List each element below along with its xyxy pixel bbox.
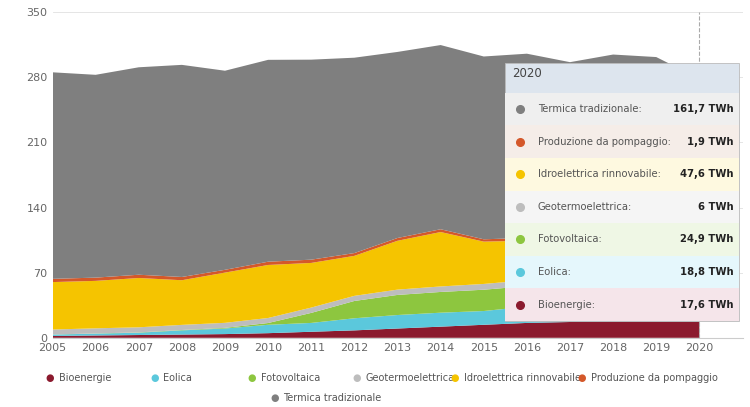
Text: ●: ● [450,373,458,383]
FancyBboxPatch shape [506,190,739,223]
Text: Geotermoelettrica: Geotermoelettrica [366,373,455,383]
Text: 161,7 TWh: 161,7 TWh [666,104,734,114]
Text: 24,9 TWh: 24,9 TWh [674,234,734,245]
FancyBboxPatch shape [506,125,739,158]
Text: Termica tradizionale: Termica tradizionale [284,393,382,403]
Text: Geotermoelettrica:: Geotermoelettrica: [538,202,632,212]
Text: Eolica: Eolica [164,373,192,383]
Text: Bioenergie: Bioenergie [58,373,111,383]
Text: ●: ● [45,373,53,383]
Text: Eolica:: Eolica: [538,267,571,277]
Text: 1,9 TWh: 1,9 TWh [680,137,734,147]
Text: 6 TWh: 6 TWh [691,202,734,212]
Text: 47,6 TWh: 47,6 TWh [673,169,734,179]
Text: 18,8 TWh: 18,8 TWh [673,267,734,277]
Text: Bioenergie:: Bioenergie: [538,300,595,310]
Text: 17,6 TWh: 17,6 TWh [673,300,734,310]
Text: Fotovoltaica: Fotovoltaica [261,373,320,383]
FancyBboxPatch shape [506,256,739,289]
Text: Idroelettrica rinnovabile:: Idroelettrica rinnovabile: [538,169,661,179]
Text: Idroelettrica rinnovabile: Idroelettrica rinnovabile [464,373,580,383]
Text: ●: ● [352,373,361,383]
Text: Produzione da pompaggio: Produzione da pompaggio [591,373,718,383]
Text: Fotovoltaica:: Fotovoltaica: [538,234,602,245]
FancyBboxPatch shape [506,289,739,321]
Text: ●: ● [248,373,256,383]
Text: ●: ● [578,373,586,383]
Text: 2020: 2020 [512,67,542,80]
Text: ●: ● [150,373,158,383]
FancyBboxPatch shape [506,158,739,190]
Text: Termica tradizionale:: Termica tradizionale: [538,104,641,114]
FancyBboxPatch shape [506,63,739,321]
FancyBboxPatch shape [506,223,739,256]
Text: ●: ● [270,393,278,403]
FancyBboxPatch shape [506,93,739,125]
Text: Produzione da pompaggio:: Produzione da pompaggio: [538,137,670,147]
